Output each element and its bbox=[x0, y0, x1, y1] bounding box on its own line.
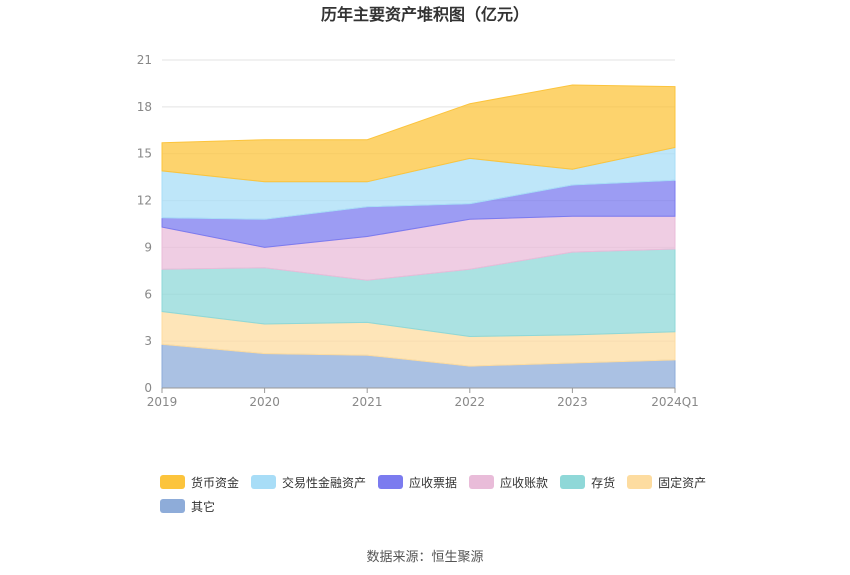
area-layer bbox=[161, 84, 676, 389]
stacked-area-chart: 历年主要资产堆积图（亿元） 0 3 6 9 12 15 18 21 2019 2020 2021 20… bbox=[137, 5, 699, 409]
y-tick-label: 12 bbox=[137, 194, 152, 208]
axis-layer: 0 3 6 9 12 15 18 21 2019 2020 2021 2022 2023 2024Q1 bbox=[137, 53, 699, 409]
legend-swatch bbox=[160, 499, 185, 513]
legend-item-应收账款[interactable]: 应收账款 bbox=[469, 474, 548, 490]
chart-title: 历年主要资产堆积图（亿元） bbox=[321, 5, 529, 24]
x-tick-label: 2020 bbox=[249, 395, 280, 409]
y-tick-label: 0 bbox=[144, 381, 152, 395]
legend-swatch bbox=[627, 475, 653, 489]
legend-item-其它[interactable]: 其它 bbox=[160, 498, 215, 514]
legend-swatch bbox=[160, 475, 185, 489]
legend-swatch bbox=[378, 475, 404, 489]
y-tick-label: 3 bbox=[144, 334, 152, 348]
legend-item-固定资产[interactable]: 固定资产 bbox=[627, 474, 706, 490]
y-tick-label: 9 bbox=[144, 240, 152, 254]
data-source: 数据来源：恒生聚源 bbox=[366, 550, 484, 565]
legend-label: 应收账款 bbox=[500, 475, 549, 490]
legend-swatch bbox=[251, 475, 277, 489]
legend-item-应收票据[interactable]: 应收票据 bbox=[378, 474, 457, 490]
legend-label: 货币资金 bbox=[191, 475, 240, 490]
legend-label: 固定资产 bbox=[658, 475, 707, 490]
y-tick-label: 15 bbox=[137, 147, 152, 161]
legend-label: 应收票据 bbox=[409, 475, 458, 490]
y-tick-label: 21 bbox=[137, 53, 152, 67]
x-tick-label: 2023 bbox=[557, 395, 588, 409]
legend-label: 交易性金融资产 bbox=[282, 475, 367, 490]
x-tick-label: 2024Q1 bbox=[651, 395, 699, 409]
x-tick-label: 2019 bbox=[147, 395, 178, 409]
x-tick-label: 2022 bbox=[455, 395, 486, 409]
y-tick-label: 18 bbox=[137, 100, 152, 114]
chart-legend: 货币资金 交易性金融资产 应收票据 应收账款 存货 固定资产其它 bbox=[160, 474, 720, 514]
legend-label: 存货 bbox=[591, 475, 616, 490]
legend-swatch bbox=[560, 475, 586, 489]
legend-item-存货[interactable]: 存货 bbox=[560, 474, 615, 490]
x-tick-label: 2021 bbox=[352, 395, 383, 409]
area-series-货币资金[interactable] bbox=[161, 84, 676, 183]
legend-swatch bbox=[469, 475, 495, 489]
y-tick-label: 6 bbox=[144, 287, 152, 301]
legend-label: 其它 bbox=[191, 499, 216, 514]
legend-item-货币资金[interactable]: 货币资金 bbox=[160, 474, 239, 490]
legend-item-交易性金融资产[interactable]: 交易性金融资产 bbox=[251, 474, 366, 490]
